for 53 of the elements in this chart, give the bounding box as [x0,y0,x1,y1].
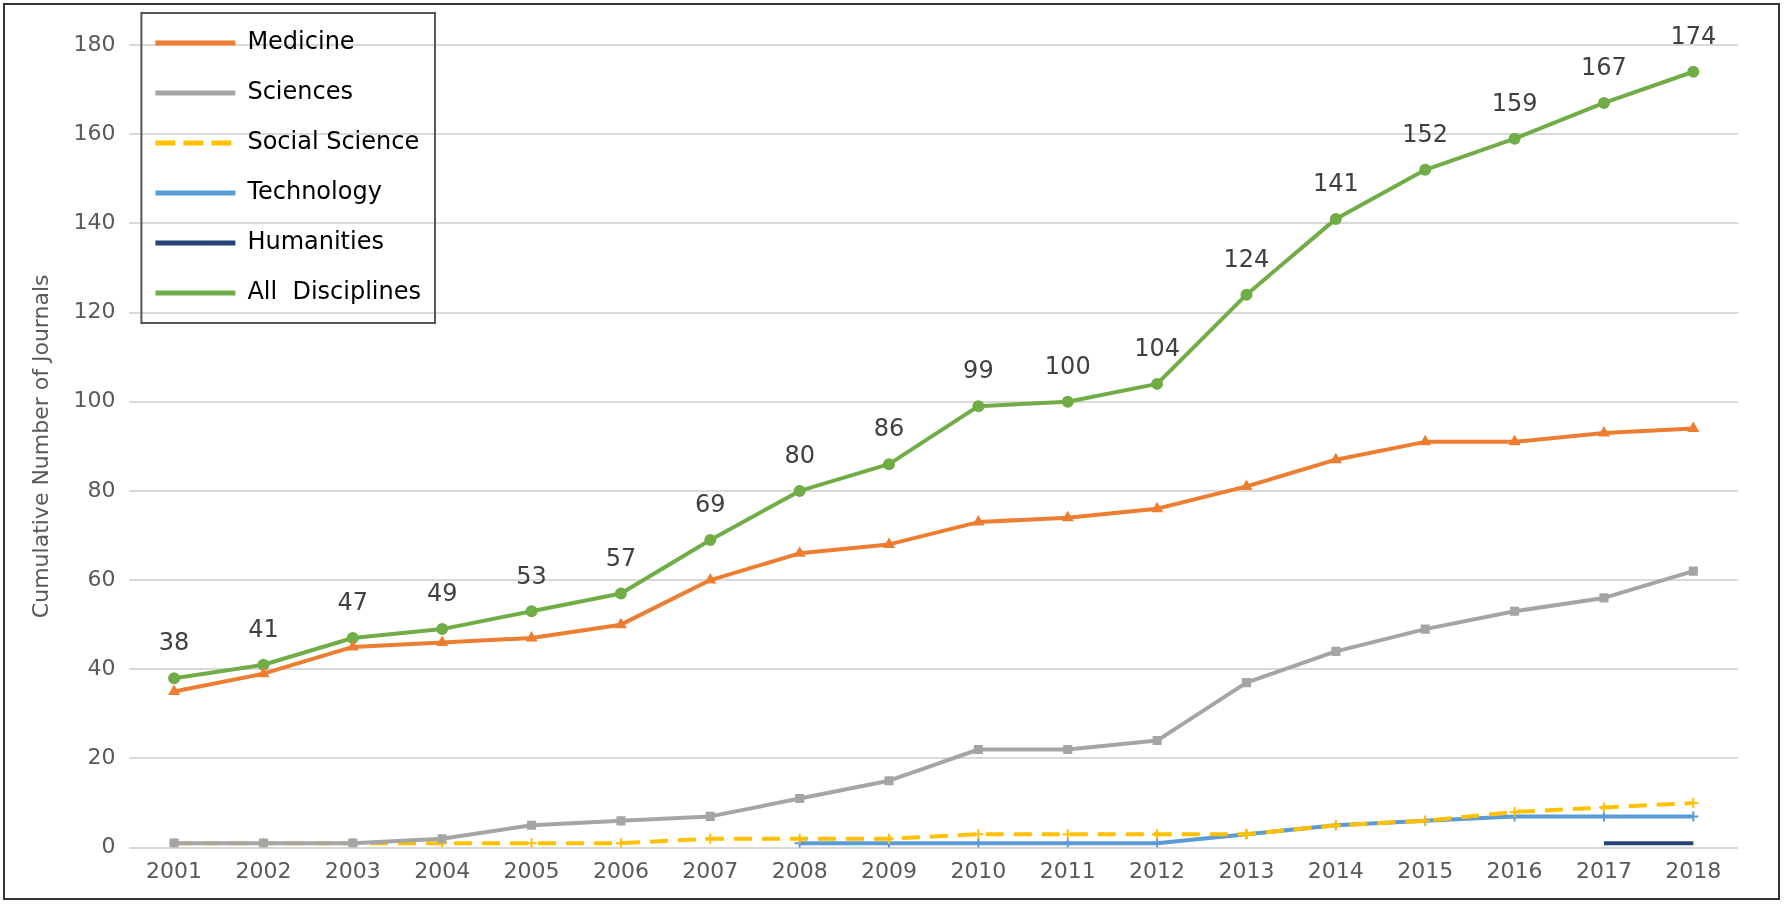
x-tick-label: 2014 [1307,857,1364,883]
y-tick-label: 160 [73,119,116,145]
data-label: 41 [248,615,279,644]
y-tick-label: 40 [87,654,116,680]
legend-label: Medicine [247,27,355,56]
x-tick-label: 2010 [950,857,1007,883]
legend-label: Technology [246,177,382,206]
data-label: 104 [1134,334,1181,363]
x-tick-label: 2003 [324,857,381,883]
data-label: 86 [873,414,905,443]
y-tick-label: 20 [87,744,116,770]
x-tick-label: 2008 [771,857,828,883]
data-label: 159 [1491,88,1538,117]
x-tick-label: 2005 [503,857,560,883]
data-label: 53 [516,561,547,590]
data-label: 124 [1223,244,1270,273]
x-tick-label: 2018 [1665,857,1722,883]
y-tick-label: 120 [73,298,116,324]
data-label: 80 [784,441,815,470]
data-label: 100 [1044,351,1091,380]
data-label: 174 [1670,21,1717,50]
data-label: 141 [1312,169,1359,198]
x-tick-label: 2004 [414,857,471,883]
data-label: 57 [605,543,637,572]
legend-label: Sciences [247,77,353,106]
legend-label: All Disciplines [247,277,421,306]
y-tick-label: 140 [73,209,116,235]
y-tick-label: 180 [73,30,116,56]
x-tick-label: 2016 [1486,857,1543,883]
x-tick-label: 2012 [1129,857,1186,883]
data-label: 47 [337,588,369,617]
x-tick-label: 2006 [592,857,649,883]
y-tick-label: 100 [73,387,116,413]
data-label: 167 [1581,53,1627,82]
y-tick-label: 80 [87,476,116,502]
data-label: 152 [1402,120,1449,149]
data-label: 38 [158,628,190,657]
y-tick-label: 60 [87,565,116,591]
y-tick-label: 0 [101,833,116,859]
y-axis-title: Cumulative Number of Journals [27,274,53,619]
x-tick-label: 2001 [146,857,203,883]
x-tick-label: 2007 [682,857,739,883]
data-label: 99 [963,356,994,385]
data-label: 49 [426,579,458,608]
x-tick-label: 2015 [1397,857,1454,883]
x-tick-label: 2002 [235,857,292,883]
legend-label: Social Science [247,127,420,156]
data-label: 69 [695,490,726,519]
x-tick-label: 2017 [1575,857,1632,883]
x-tick-label: 2011 [1039,857,1096,883]
legend-label: Humanities [247,227,384,256]
x-tick-label: 2013 [1218,857,1275,883]
x-tick-label: 2009 [861,857,918,883]
